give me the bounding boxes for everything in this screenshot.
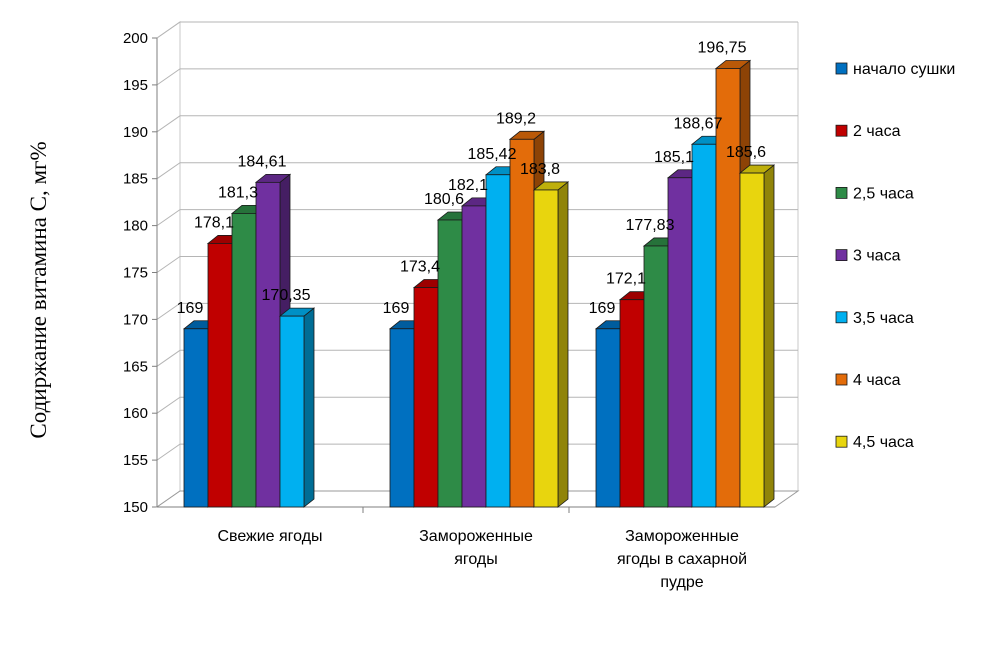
- y-tick-label: 185: [123, 171, 148, 188]
- y-tick-label: 180: [123, 218, 148, 235]
- data-label: 173,4: [400, 259, 440, 276]
- gridline: [156, 68, 798, 86]
- data-label: 185,6: [726, 144, 766, 161]
- x-tick-labels: Свежие ягоды Замороженные ягоды Замороженны…: [217, 528, 747, 591]
- y-tick-label: 165: [123, 358, 148, 375]
- legend-swatch: [835, 249, 848, 262]
- data-label: 170,35: [262, 287, 311, 304]
- data-label: 169: [177, 300, 204, 317]
- bar-side: [557, 181, 569, 508]
- gridline: [156, 349, 798, 367]
- y-axis-label: Содиржание витамина С, мг%: [26, 141, 51, 438]
- legend-swatch: [835, 186, 848, 199]
- legend-swatch: [835, 311, 848, 324]
- legend: начало сушки 2 часа 2,5 часа 3 часа 3,5 часа…: [835, 61, 955, 451]
- legend-label: 3,5 часа: [853, 310, 914, 327]
- bar-front: [509, 138, 535, 508]
- bar-front: [619, 299, 645, 508]
- bar-front: [279, 315, 305, 508]
- data-label: 177,83: [626, 217, 675, 234]
- bar-side: [763, 164, 775, 508]
- legend-label: начало сушки: [853, 61, 955, 78]
- legend-item: начало сушки: [835, 61, 955, 78]
- y-tick-label: 190: [123, 124, 148, 141]
- gridline: [156, 396, 798, 414]
- bar-front: [643, 245, 669, 508]
- data-label: 196,75: [698, 39, 747, 56]
- bar-side: [303, 307, 315, 508]
- legend-item: 3 часа: [835, 248, 901, 265]
- bar-front: [231, 213, 257, 508]
- legend-label: 2,5 часа: [853, 185, 914, 202]
- legend-swatch: [835, 373, 848, 386]
- data-label: 183,8: [520, 161, 560, 178]
- gridline: [156, 115, 798, 133]
- bar-front: [255, 181, 281, 508]
- bar-front: [739, 172, 765, 508]
- legend-swatch: [835, 62, 848, 75]
- bar-front: [207, 243, 233, 508]
- x-tick-label: Свежие ягоды: [217, 528, 322, 545]
- data-label: 169: [589, 300, 616, 317]
- data-label: 185,42: [468, 146, 517, 163]
- legend-label: 4 часа: [853, 372, 901, 389]
- chart-bars: [182, 59, 776, 508]
- legend-label: 4,5 часа: [853, 434, 914, 451]
- chart-data-labels: 169178,1181,3184,61170,35169173,4180,618…: [177, 39, 766, 316]
- data-label: 181,3: [218, 184, 258, 201]
- y-tick-label: 200: [123, 30, 148, 47]
- bar-front: [667, 177, 693, 508]
- gridline: [156, 443, 798, 461]
- bar-front: [485, 174, 511, 508]
- data-label: 180,6: [424, 191, 464, 208]
- chart-gridlines: [156, 21, 798, 508]
- legend-item: 2 часа: [835, 123, 901, 140]
- y-tick-label: 175: [123, 265, 148, 282]
- data-label: 178,1: [194, 214, 234, 231]
- legend-item: 4 часа: [835, 372, 901, 389]
- bar-front: [691, 143, 717, 508]
- bar-front: [437, 219, 463, 508]
- y-tick-label: 170: [123, 311, 148, 328]
- data-label: 188,67: [674, 115, 723, 132]
- bar: [278, 307, 316, 508]
- x-tick-label: Замороженные ягоды: [419, 528, 533, 568]
- bar-front: [595, 328, 621, 508]
- legend-item: 2,5 часа: [835, 185, 914, 202]
- legend-label: 2 часа: [853, 123, 901, 140]
- data-label: 185,1: [654, 149, 694, 166]
- bar-front: [715, 68, 741, 508]
- data-label: 184,61: [238, 153, 287, 170]
- gridline: [156, 162, 798, 180]
- x-tick-label: Замороженные ягоды в сахарной пудре: [617, 528, 747, 591]
- bar-front: [461, 205, 487, 508]
- bar: [738, 164, 776, 508]
- data-label: 169: [383, 300, 410, 317]
- y-tick-label: 160: [123, 405, 148, 422]
- bar-front: [413, 287, 439, 508]
- gridline: [156, 21, 798, 39]
- bar-front: [183, 328, 209, 508]
- gridline: [156, 256, 798, 273]
- gridline: [156, 209, 798, 227]
- bar-front: [389, 328, 415, 508]
- legend-swatch: [835, 435, 848, 448]
- legend-swatch: [835, 124, 848, 137]
- legend-label: 3 часа: [853, 248, 901, 265]
- data-label: 189,2: [496, 110, 536, 127]
- bar-front: [533, 189, 559, 508]
- legend-item: 4,5 часа: [835, 434, 914, 451]
- data-label: 172,1: [606, 271, 646, 288]
- legend-item: 3,5 часа: [835, 310, 914, 327]
- y-tick-label: 150: [123, 499, 148, 516]
- bar: [532, 181, 570, 508]
- y-tick-label: 155: [123, 452, 148, 469]
- data-label: 182,1: [448, 177, 488, 194]
- gridline: [156, 302, 798, 320]
- y-tick-label: 195: [123, 77, 148, 94]
